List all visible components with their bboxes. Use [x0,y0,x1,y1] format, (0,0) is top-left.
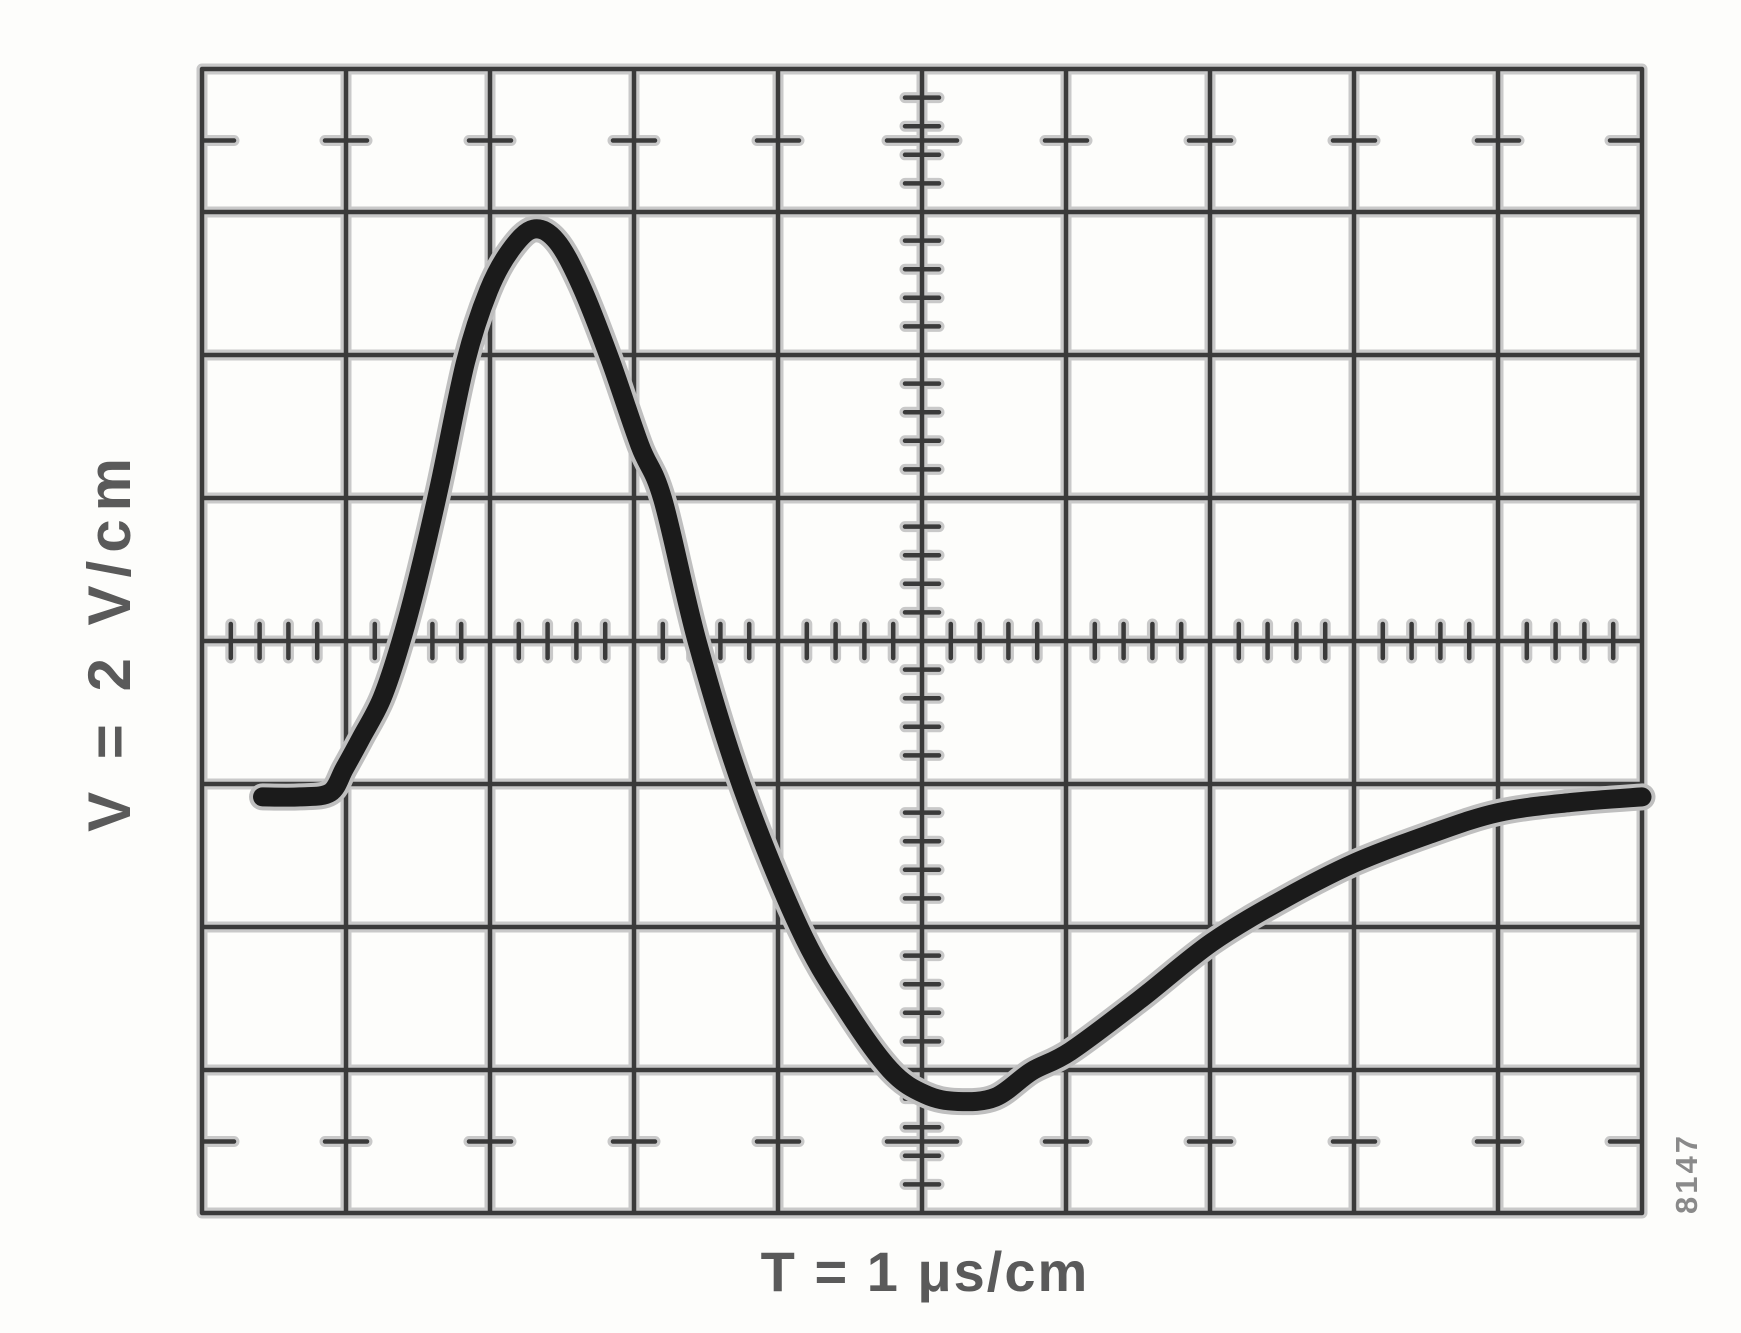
photo-number: 8147 [1669,1133,1704,1214]
y-axis-label: V = 2 V/cm [76,450,143,832]
graticule-lines [199,66,1645,1216]
graticule-grid [196,63,1648,1219]
x-axis-label: T = 1 μs/cm [761,1240,1090,1303]
waveform-trace [253,219,1652,1112]
waveform [249,215,1656,1116]
